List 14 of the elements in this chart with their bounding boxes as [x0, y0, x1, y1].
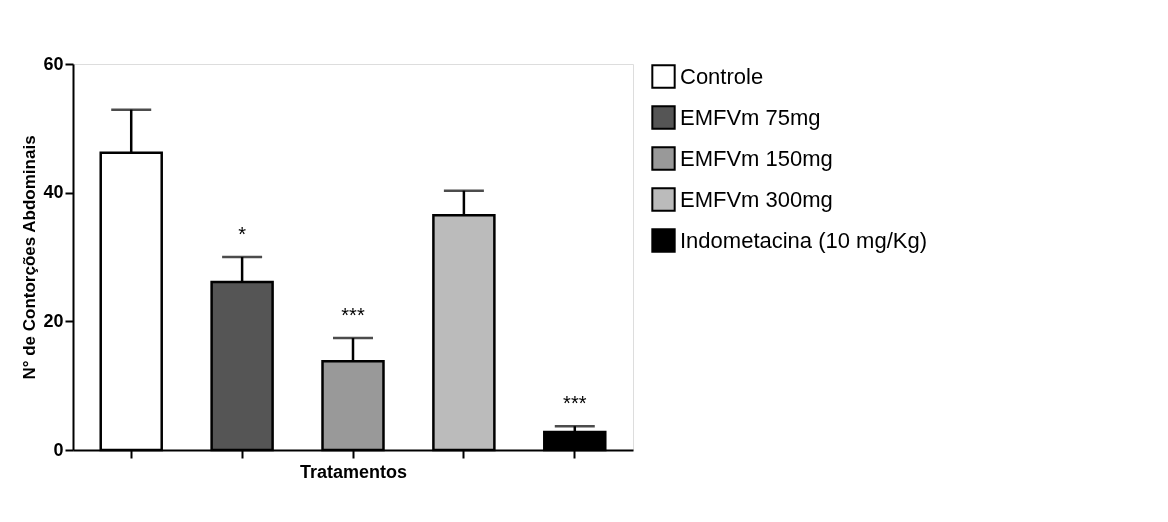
legend-label: Controle — [680, 63, 764, 89]
data-label: *** — [341, 304, 365, 327]
legend-label: EMFVm 75mg — [680, 104, 821, 130]
legend-label: EMFVm 150mg — [680, 145, 833, 171]
y-tick-label: 0 — [53, 439, 64, 460]
y-axis-title: N° de Contorções Abdominais — [20, 135, 40, 380]
legend-label: EMFVm 300mg — [680, 186, 833, 212]
legend-label: Indometacina (10 mg/Kg) — [680, 227, 928, 253]
data-label: *** — [563, 392, 587, 415]
data-label: * — [238, 223, 247, 245]
y-tick-label: 20 — [43, 310, 64, 331]
y-tick-label: 60 — [43, 53, 64, 74]
y-tick-label: 40 — [43, 182, 64, 203]
x-axis-title: Tratamentos — [299, 461, 408, 482]
